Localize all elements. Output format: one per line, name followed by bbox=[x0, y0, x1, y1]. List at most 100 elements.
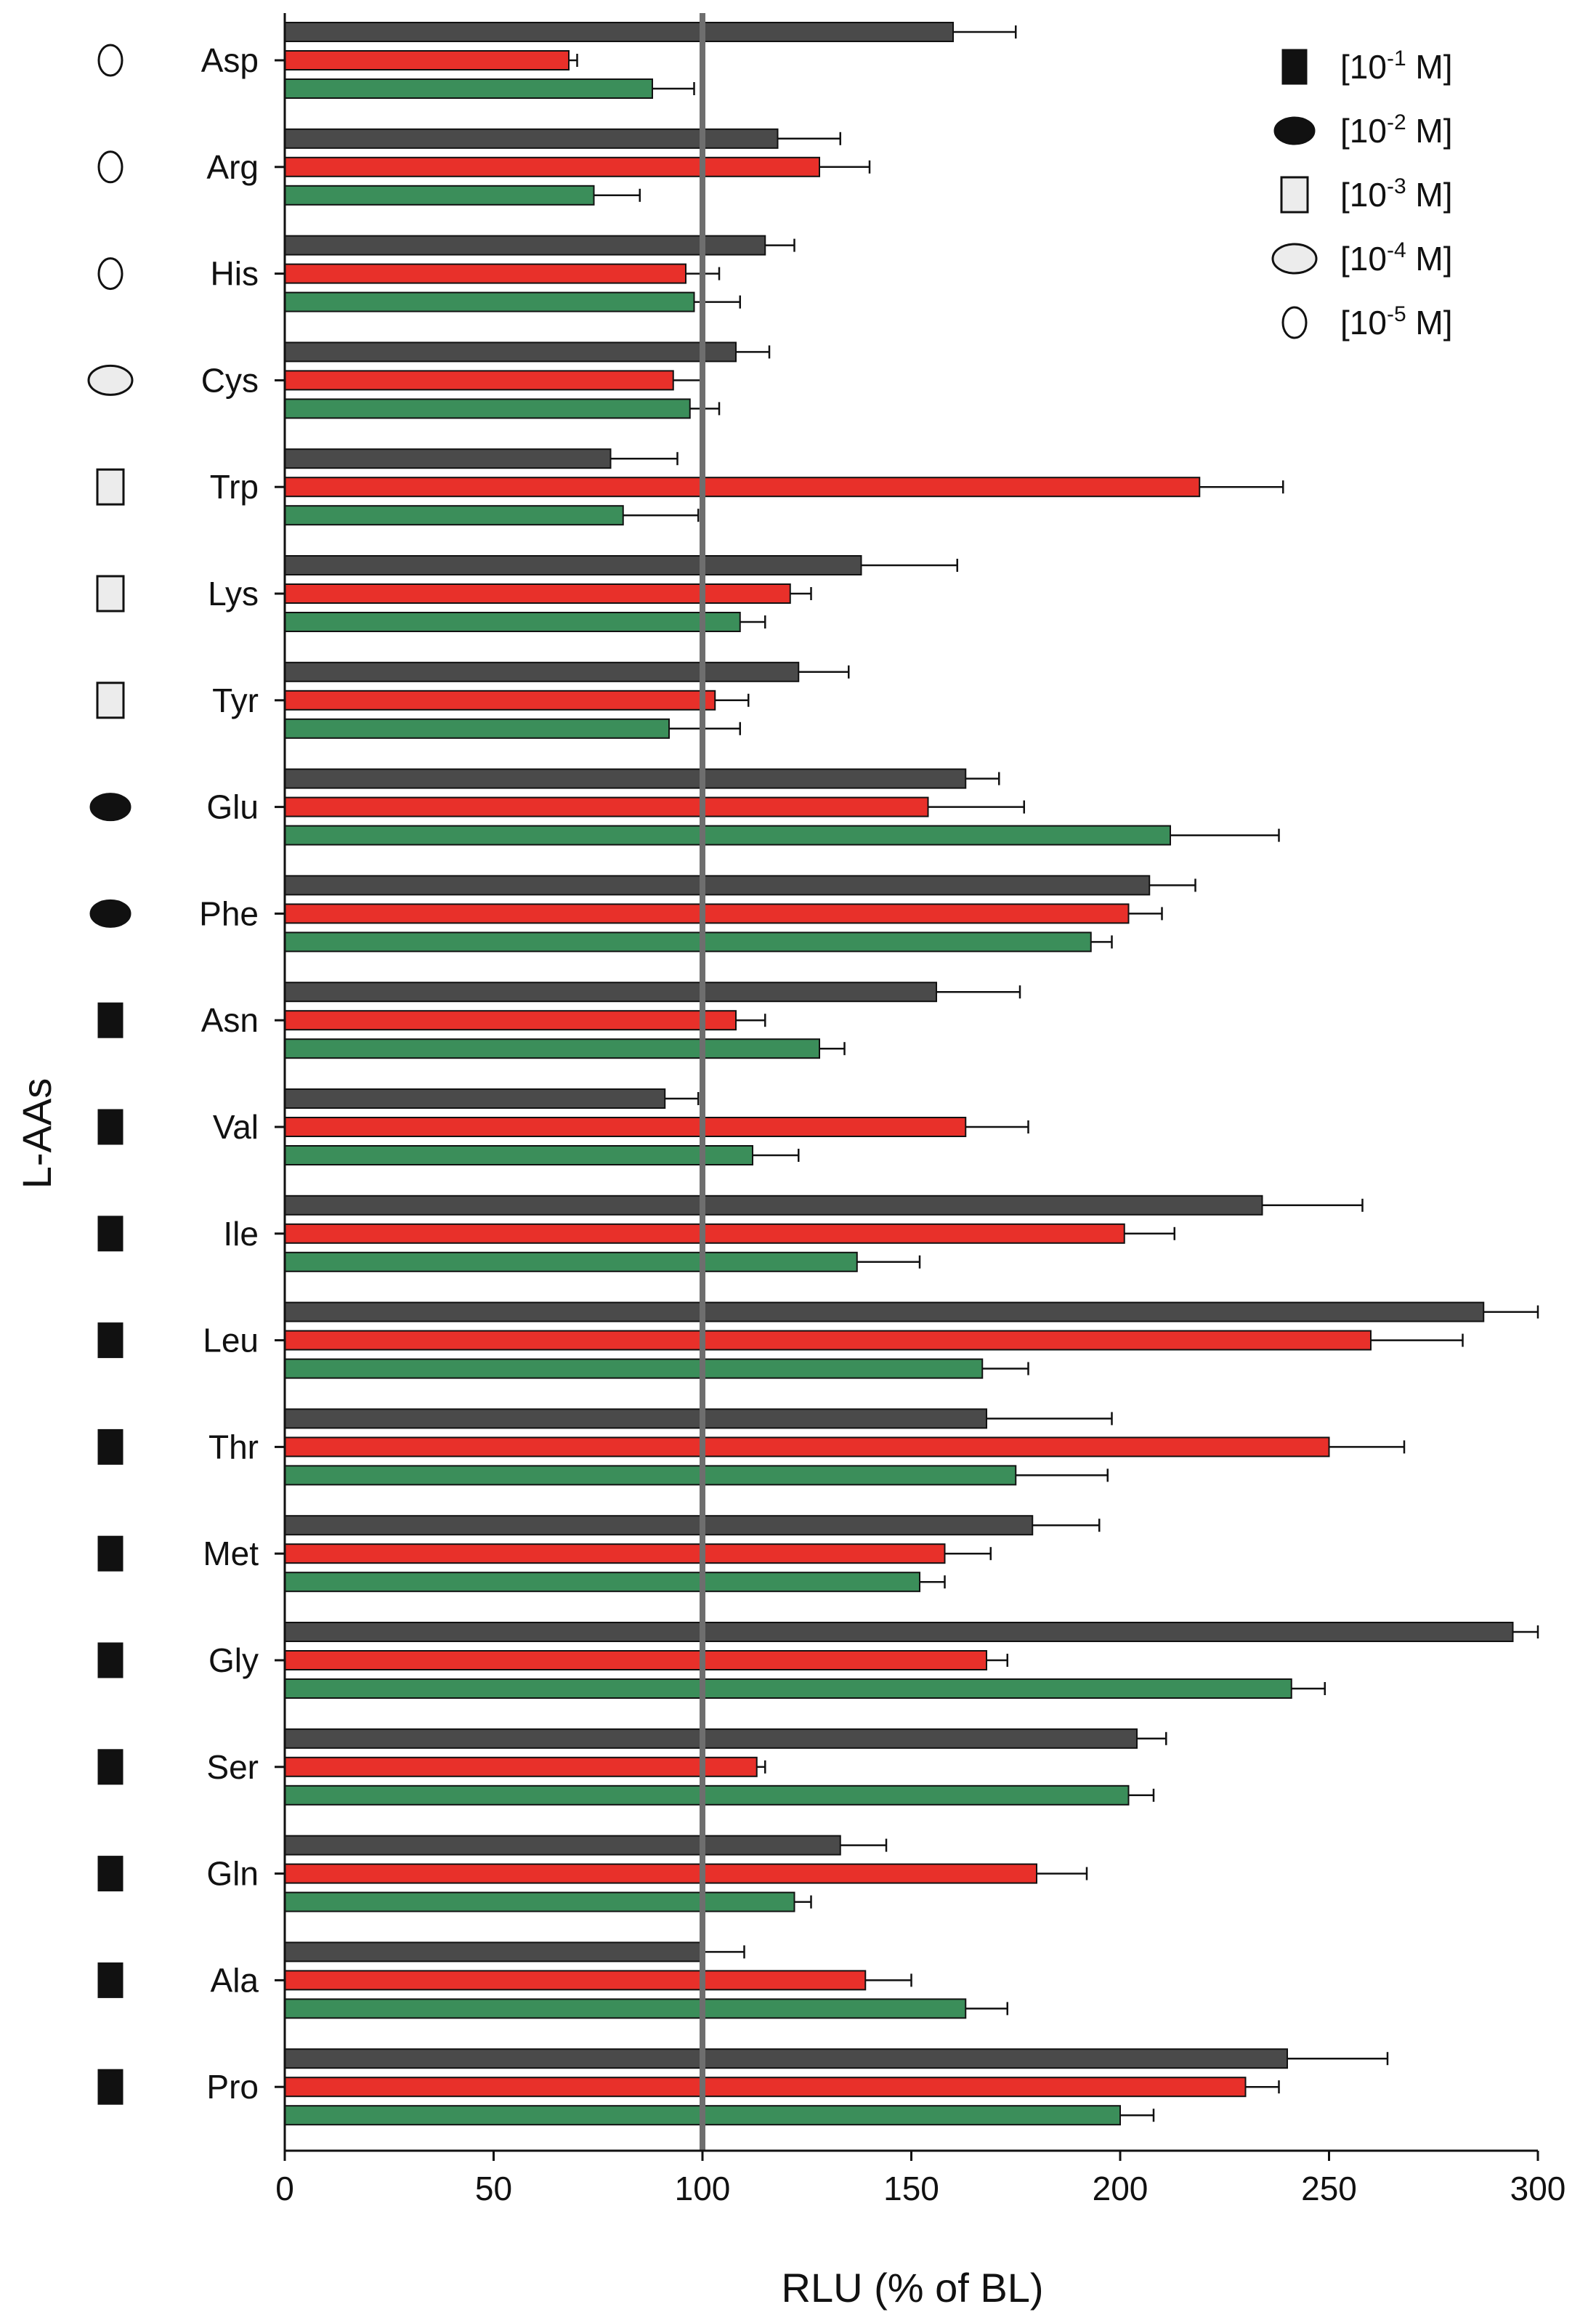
bar-phe-series-green bbox=[284, 931, 1092, 953]
bar-thr-series-green bbox=[284, 1465, 1017, 1486]
category-label-ala: Ala bbox=[211, 1961, 259, 1999]
category-label-met: Met bbox=[203, 1535, 259, 1572]
bar-ala-series-red bbox=[284, 1970, 867, 1991]
bar-glu-series-red bbox=[284, 796, 929, 817]
bar-ser-series-dark bbox=[284, 1728, 1138, 1749]
category-label-thr: Thr bbox=[208, 1428, 259, 1466]
bar-gln-series-green bbox=[284, 1891, 795, 1912]
bar-cys-series-green bbox=[284, 398, 691, 419]
category-marker-glu bbox=[89, 793, 131, 822]
bar-phe-series-dark bbox=[284, 875, 1151, 896]
x-tick-label-300: 300 bbox=[1510, 2170, 1566, 2207]
x-tick-label-150: 150 bbox=[883, 2170, 939, 2207]
bar-asn-series-green bbox=[284, 1038, 820, 1059]
x-tick-label-250: 250 bbox=[1301, 2170, 1357, 2207]
category-markers bbox=[87, 44, 134, 2105]
bar-ser-series-red bbox=[284, 1756, 758, 1777]
bar-gly-series-green bbox=[284, 1678, 1292, 1699]
x-tick-label-200: 200 bbox=[1093, 2170, 1149, 2207]
bar-pro-series-red bbox=[284, 2077, 1247, 2098]
category-marker-ala bbox=[97, 1962, 123, 1998]
category-marker-asn bbox=[97, 1002, 123, 1038]
category-label-pro: Pro bbox=[206, 2068, 259, 2106]
bar-ile-series-green bbox=[284, 1251, 858, 1272]
category-label-tyr: Tyr bbox=[212, 682, 259, 719]
bar-trp-series-green bbox=[284, 505, 624, 526]
x-tick-label-100: 100 bbox=[675, 2170, 731, 2207]
bar-his-series-green bbox=[284, 291, 695, 312]
category-label-asn: Asn bbox=[201, 1001, 259, 1039]
bar-gly-series-red bbox=[284, 1650, 987, 1670]
bar-lys-series-green bbox=[284, 612, 741, 632]
legend-label-4: [10-4 M] bbox=[1340, 238, 1453, 278]
bar-arg-series-green bbox=[284, 185, 595, 206]
category-marker-tyr bbox=[96, 682, 125, 719]
bar-thr-series-dark bbox=[284, 1408, 987, 1429]
bar-leu-series-dark bbox=[284, 1301, 1485, 1322]
bar-leu-series-red bbox=[284, 1330, 1372, 1351]
bar-gly-series-dark bbox=[284, 1622, 1514, 1642]
bar-pro-series-dark bbox=[284, 2048, 1288, 2069]
category-label-leu: Leu bbox=[203, 1322, 259, 1359]
category-marker-lys bbox=[96, 575, 125, 613]
category-label-glu: Glu bbox=[206, 788, 259, 826]
bar-leu-series-green bbox=[284, 1358, 984, 1379]
bar-tyr-series-red bbox=[284, 690, 716, 711]
legend-label-1: [10-1 M] bbox=[1340, 47, 1453, 86]
bar-lys-series-dark bbox=[284, 555, 862, 575]
category-marker-gln bbox=[97, 1856, 123, 1892]
bar-cys-series-dark bbox=[284, 341, 737, 363]
bar-lys-series-red bbox=[284, 583, 791, 604]
legend-marker-5 bbox=[1281, 306, 1308, 339]
bar-ala-series-dark bbox=[284, 1941, 703, 1963]
category-marker-met bbox=[97, 1535, 123, 1572]
bar-arg-series-dark bbox=[284, 128, 779, 149]
legend-label-3: [10-3 M] bbox=[1340, 174, 1453, 214]
category-label-his: His bbox=[211, 255, 259, 293]
bar-glu-series-dark bbox=[284, 768, 967, 789]
category-label-ile: Ile bbox=[223, 1215, 259, 1253]
bar-his-series-red bbox=[284, 263, 686, 284]
category-label-lys: Lys bbox=[208, 575, 259, 613]
category-marker-ser bbox=[97, 1749, 123, 1785]
category-label-trp: Trp bbox=[210, 468, 259, 506]
bar-thr-series-red bbox=[284, 1436, 1330, 1458]
category-label-arg: Arg bbox=[206, 148, 259, 186]
bar-asp-series-dark bbox=[284, 22, 954, 42]
bar-asn-series-dark bbox=[284, 982, 937, 1003]
bar-tyr-series-dark bbox=[284, 661, 800, 682]
category-marker-asp bbox=[97, 44, 123, 77]
category-marker-arg bbox=[97, 150, 123, 184]
bar-met-series-dark bbox=[284, 1515, 1034, 1536]
legend-marker-2 bbox=[1273, 116, 1316, 145]
bar-cys-series-red bbox=[284, 370, 674, 391]
bar-glu-series-green bbox=[284, 825, 1171, 846]
bar-met-series-red bbox=[284, 1543, 946, 1564]
bar-arg-series-red bbox=[284, 156, 820, 177]
bar-val-series-red bbox=[284, 1117, 967, 1137]
bar-gln-series-red bbox=[284, 1863, 1037, 1884]
category-marker-trp bbox=[96, 468, 125, 506]
category-marker-ile bbox=[97, 1216, 123, 1252]
bar-trp-series-dark bbox=[284, 448, 612, 469]
bar-ala-series-green bbox=[284, 1998, 967, 2019]
bar-phe-series-red bbox=[284, 903, 1130, 924]
category-marker-cys bbox=[87, 364, 134, 396]
bar-ile-series-dark bbox=[284, 1195, 1263, 1216]
bar-trp-series-red bbox=[284, 477, 1201, 498]
bar-val-series-green bbox=[284, 1145, 753, 1165]
category-label-phe: Phe bbox=[199, 894, 259, 932]
category-label-ser: Ser bbox=[206, 1748, 259, 1786]
y-axis-title: L-AAs bbox=[14, 1078, 60, 1189]
category-label-cys: Cys bbox=[201, 361, 259, 399]
category-marker-pro bbox=[97, 2069, 123, 2105]
bar-met-series-green bbox=[284, 1572, 920, 1593]
legend-label-5: [10-5 M] bbox=[1340, 302, 1453, 341]
bar-asp-series-red bbox=[284, 50, 570, 70]
x-tick-label-50: 50 bbox=[475, 2170, 512, 2207]
category-marker-gly bbox=[97, 1642, 123, 1678]
category-marker-phe bbox=[89, 899, 131, 928]
axes: 0 50 100 150 200 250 300 bbox=[275, 13, 1565, 2207]
bar-tyr-series-green bbox=[284, 718, 670, 739]
